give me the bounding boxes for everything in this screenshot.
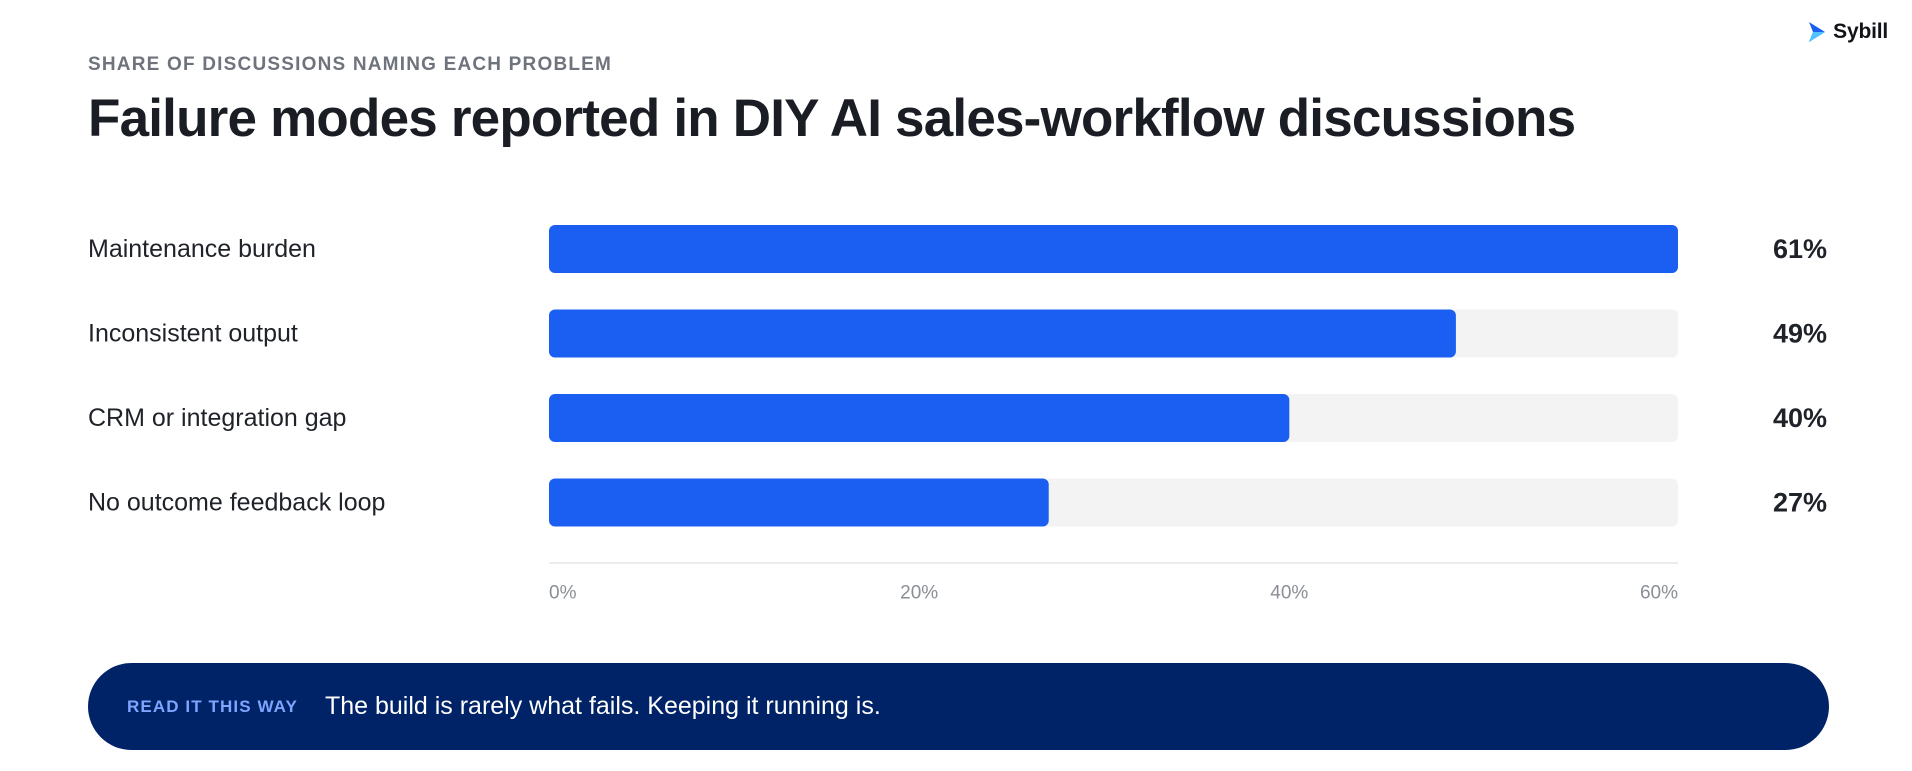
chart-subtitle: SHARE OF DISCUSSIONS NAMING EACH PROBLEM [88,54,613,75]
x-tick-label: 60% [1640,583,1678,604]
x-tick-label: 40% [1270,583,1308,604]
value-label: 40% [1773,403,1827,433]
category-label: CRM or integration gap [88,404,346,432]
value-label: 27% [1773,488,1827,518]
chart-title: Failure modes reported in DIY AI sales-w… [88,89,1576,148]
x-tick-label: 20% [900,583,938,604]
x-tick-label: 0% [549,583,577,604]
bar [549,394,1290,442]
brand-logo: Sybill [1805,20,1888,44]
callout-label: READ IT THIS WAY [127,696,298,716]
category-label: No outcome feedback loop [88,489,385,517]
category-label: Maintenance burden [88,235,316,263]
bar [549,225,1678,273]
sybill-logo-icon [1809,22,1826,42]
callout-text: The build is rarely what fails. Keeping … [324,692,881,720]
callout-banner: READ IT THIS WAY The build is rarely wha… [88,663,1829,750]
value-label: 49% [1773,319,1827,349]
bar-chart: Maintenance burden 61% Inconsistent output… [88,225,1827,604]
bar [549,309,1456,358]
brand-name: Sybill [1833,20,1888,43]
bar [549,478,1049,527]
value-label: 61% [1773,234,1827,264]
category-label: Inconsistent output [88,320,298,348]
